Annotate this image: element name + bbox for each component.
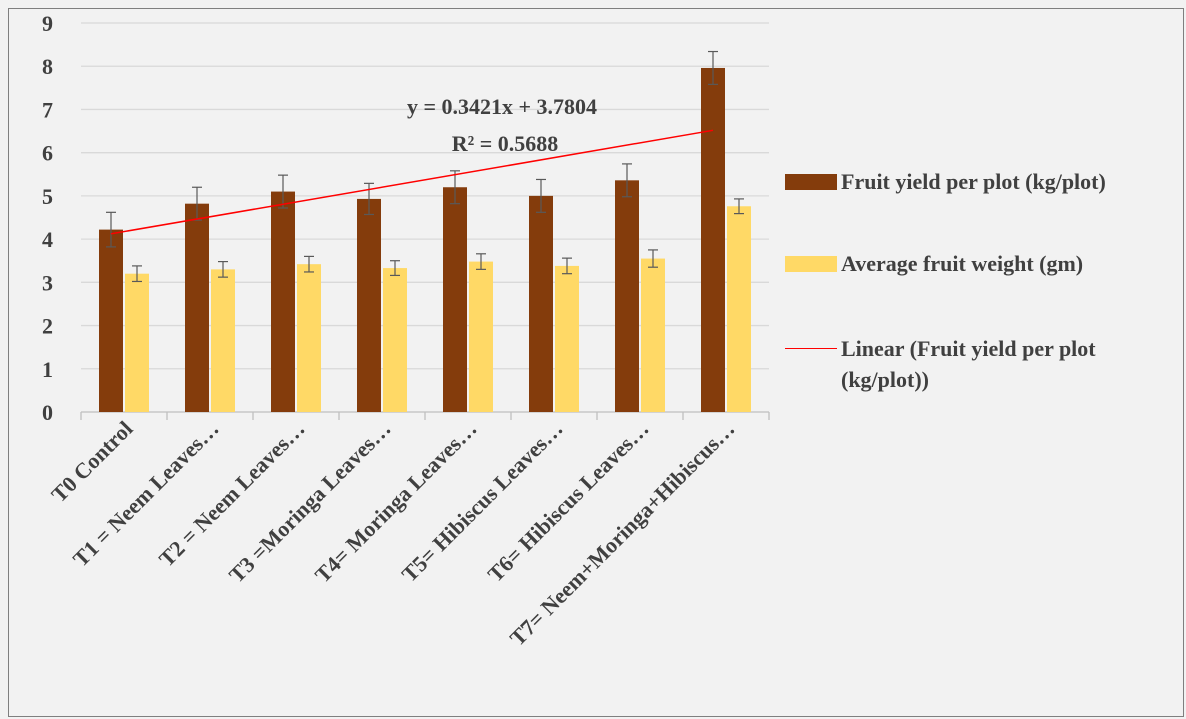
legend-line-linear-trend <box>785 348 837 349</box>
chart-frame: 0 1 2 3 4 5 6 7 8 9 T0 Control T1 = Neem Leaves… T2… <box>8 8 1184 717</box>
legend-label-fruit-weight: Average fruit weight (gm) <box>841 251 1084 276</box>
x-tick-label: T1 = Neem Leaves… <box>68 416 224 572</box>
bar <box>125 273 149 412</box>
y-tick-label: 7 <box>42 97 53 122</box>
y-tick-label: 4 <box>42 227 53 252</box>
x-tick-label: T5= Hibiscus Leaves… <box>397 416 568 587</box>
bar <box>529 195 553 412</box>
bar <box>641 258 665 412</box>
y-tick-label: 2 <box>42 314 53 339</box>
x-tick-label: T0 Control <box>46 416 137 507</box>
legend-label-fruit-yield: Fruit yield per plot (kg/plot) <box>841 169 1106 194</box>
y-tick-label: 9 <box>42 11 53 36</box>
bar <box>383 268 407 412</box>
y-tick-label: 3 <box>42 270 53 295</box>
x-tick-label: T3 =Moringa Leaves… <box>224 416 396 588</box>
y-tick-label: 0 <box>42 400 53 425</box>
x-tick-label: T4= Moringa Leaves… <box>310 416 482 588</box>
bar <box>615 180 639 412</box>
legend-swatch-fruit-yield <box>785 174 837 190</box>
bar <box>727 206 751 412</box>
bar <box>469 261 493 412</box>
legend-label-linear-trend: Linear (Fruit yield per plot (kg/plot)) <box>841 336 1096 392</box>
bar <box>443 187 467 412</box>
y-tick-label: 6 <box>42 141 53 166</box>
bar <box>271 191 295 412</box>
legend-swatch-fruit-weight <box>785 256 837 272</box>
bar <box>297 264 321 412</box>
bar <box>701 67 725 412</box>
x-tick-label: T2 = Neem Leaves… <box>154 416 310 572</box>
trendline-equation: y = 0.3421x + 3.7804 <box>407 94 597 119</box>
bar <box>555 265 579 412</box>
bar <box>211 269 235 412</box>
x-tick-label: T6= Hibiscus Leaves… <box>483 416 654 587</box>
y-tick-label: 5 <box>42 184 53 209</box>
bar <box>357 198 381 412</box>
trendline <box>110 129 714 235</box>
trendline-r-squared: R² = 0.5688 <box>452 131 559 156</box>
bar <box>99 229 123 412</box>
bar <box>185 203 209 412</box>
y-tick-label: 8 <box>42 54 53 79</box>
y-tick-label: 1 <box>42 357 53 382</box>
